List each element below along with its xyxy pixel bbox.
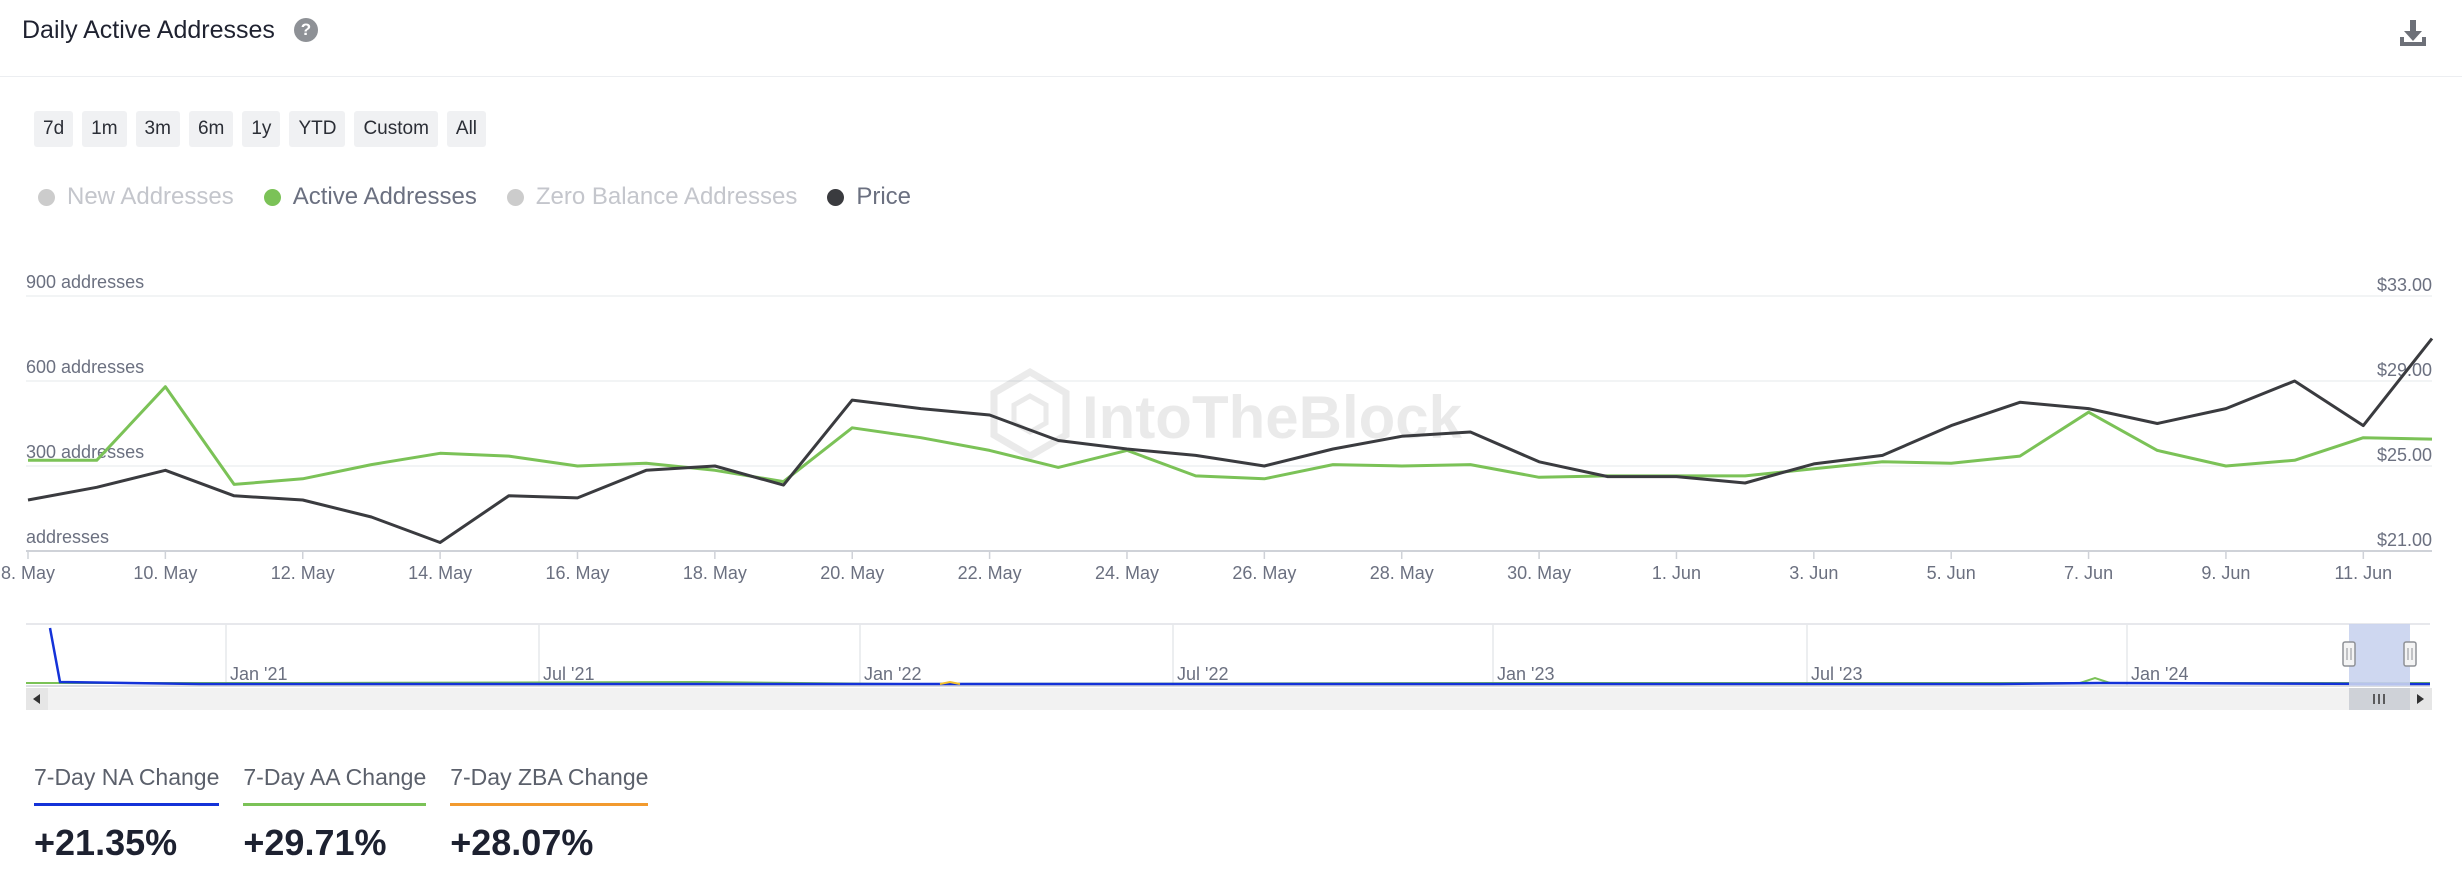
watermark-logo xyxy=(990,367,1070,461)
x-tick-label: 5. Jun xyxy=(1927,563,1976,583)
series-line-active-addresses xyxy=(28,385,2433,486)
page-title: Daily Active Addresses xyxy=(22,16,275,44)
navigator-label: Jan '21 xyxy=(230,664,287,684)
download-icon[interactable] xyxy=(2396,16,2430,50)
range-selector: 7d 1m 3m 6m 1y YTD Custom All xyxy=(34,111,487,147)
legend-label: New Addresses xyxy=(67,183,234,210)
x-tick-label: 14. May xyxy=(408,563,472,583)
range-custom-button[interactable]: Custom xyxy=(354,111,438,147)
range-1m-button[interactable]: 1m xyxy=(82,111,127,147)
x-tick-label: 20. May xyxy=(820,563,884,583)
series-line-price xyxy=(27,337,2434,544)
range-ytd-button[interactable]: YTD xyxy=(289,111,346,147)
watermark-text: IntoTheBlock xyxy=(1082,384,1463,451)
navigator-selected-range xyxy=(2349,624,2410,686)
legend-label: Price xyxy=(856,183,912,210)
legend-dot xyxy=(506,188,524,206)
y-left-tick-label: 300 addresses xyxy=(26,442,144,462)
range-3m-button[interactable]: 3m xyxy=(135,111,180,147)
legend-item-new-addresses[interactable]: New Addresses xyxy=(38,183,234,211)
arrow-right-icon xyxy=(2417,694,2424,704)
stat-value: +29.71% xyxy=(243,822,387,863)
arrow-left-icon xyxy=(33,694,40,704)
y-right-tick-label: $21.00 xyxy=(2377,530,2432,550)
legend-item-zero-balance-addresses[interactable]: Zero Balance Addresses xyxy=(506,183,798,211)
watermark-hexagon xyxy=(990,367,1070,461)
y-right-tick-label: $33.00 xyxy=(2377,275,2432,295)
y-right-tick-label: $25.00 xyxy=(2377,445,2432,465)
x-tick-label: 1. Jun xyxy=(1652,563,1701,583)
x-tick-label: 30. May xyxy=(1507,563,1571,583)
x-tick-label: 24. May xyxy=(1095,563,1159,583)
y-left-tick-label: 900 addresses xyxy=(26,272,144,292)
chart-legend: New Addresses Active Addresses Zero Bala… xyxy=(38,183,911,211)
x-tick-label: 8. May xyxy=(1,563,55,583)
navigator-label: Jul '23 xyxy=(1811,664,1862,684)
stat-value: +21.35% xyxy=(34,822,178,863)
chart-header: Daily Active Addresses ? xyxy=(0,0,2462,77)
stat-zba-change: 7-Day ZBA Change +28.07% xyxy=(450,764,649,864)
stat-na-change: 7-Day NA Change +21.35% xyxy=(34,764,220,864)
navigator-plot xyxy=(26,624,2430,688)
navigator-handle xyxy=(2342,641,2356,667)
main-chart[interactable]: addresses 300 addresses 600 addresses 900 a… xyxy=(0,0,2462,600)
x-tick-label: 11. Jun xyxy=(2334,563,2392,583)
scrollbar-track xyxy=(26,688,2430,710)
range-7d-button[interactable]: 7d xyxy=(34,111,74,147)
navigator-series-new xyxy=(48,627,2431,686)
stat-label: 7-Day NA Change xyxy=(34,764,220,806)
navigator-label: Jul '22 xyxy=(1177,664,1228,684)
y-left-tick-label: addresses xyxy=(26,527,109,547)
stat-value: +28.07% xyxy=(450,822,594,863)
range-navigator[interactable]: Jan '21 Jul '21 Jan '22 Jul '22 Jan '23 Jul '… xyxy=(0,620,2462,710)
stat-label: 7-Day ZBA Change xyxy=(450,764,649,806)
x-tick-label: 18. May xyxy=(683,563,747,583)
x-tick-label: 12. May xyxy=(271,563,335,583)
range-all-button[interactable]: All xyxy=(446,111,487,147)
legend-label: Zero Balance Addresses xyxy=(535,183,798,210)
navigator-handle xyxy=(2403,641,2417,667)
stat-aa-change: 7-Day AA Change +29.71% xyxy=(243,764,427,864)
x-tick-label: 3. Jun xyxy=(1789,563,1838,583)
navigator-label: Jan '23 xyxy=(1497,664,1554,684)
navigator-label: Jan '22 xyxy=(864,664,921,684)
x-tick-label: 9. Jun xyxy=(2201,563,2250,583)
x-tick-label: 26. May xyxy=(1232,563,1296,583)
legend-item-active-addresses[interactable]: Active Addresses xyxy=(263,183,477,211)
x-tick-label: 7. Jun xyxy=(2064,563,2113,583)
stat-label: 7-Day AA Change xyxy=(243,764,427,806)
x-tick-label: 22. May xyxy=(958,563,1022,583)
y-left-tick-label: 600 addresses xyxy=(26,357,144,377)
legend-label: Active Addresses xyxy=(292,183,477,210)
x-tick-label: 16. May xyxy=(545,563,609,583)
change-stats: 7-Day NA Change +21.35% 7-Day AA Change … xyxy=(34,764,649,864)
legend-dot xyxy=(38,188,55,206)
legend-dot xyxy=(827,188,845,206)
y-right-tick-label: $29.00 xyxy=(2377,360,2432,380)
navigator-label: Jan '24 xyxy=(2131,664,2188,684)
watermark-hexagon-inner xyxy=(1011,393,1049,435)
range-6m-button[interactable]: 6m xyxy=(188,111,234,147)
x-tick-label: 10. May xyxy=(133,563,197,583)
navigator-label: Jul '21 xyxy=(543,664,594,684)
legend-dot xyxy=(263,188,281,206)
question-circle-icon[interactable]: ? xyxy=(294,18,318,42)
x-tick-label: 28. May xyxy=(1370,563,1434,583)
range-1y-button[interactable]: 1y xyxy=(242,111,281,147)
legend-item-price[interactable]: Price xyxy=(827,183,911,211)
navigator-series-zba xyxy=(939,680,961,685)
